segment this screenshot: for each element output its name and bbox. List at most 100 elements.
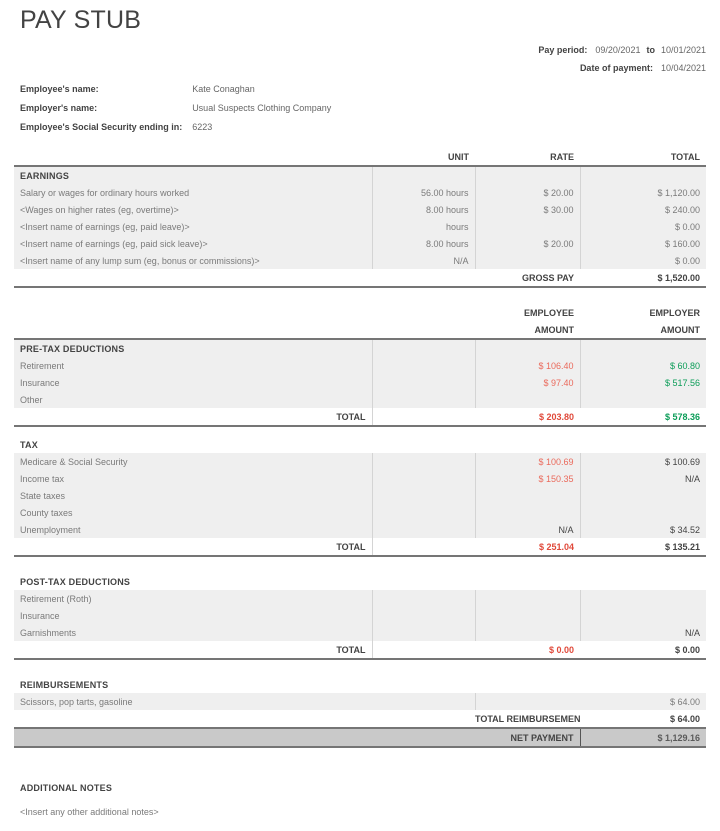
post-tax-total-row: TOTAL $ 0.00 $ 0.00 — [14, 641, 706, 658]
tax-row-employee — [474, 504, 580, 521]
amount-header-spacer-2 — [14, 321, 372, 338]
date-of-payment-value: 10/04/2021 — [660, 63, 706, 73]
pre-tax-row-employer: $ 60.80 — [579, 357, 706, 374]
tax-top-spacer — [14, 427, 706, 436]
tax-row-desc: State taxes — [20, 490, 66, 501]
tax-row-employee — [474, 487, 580, 504]
tax-row-desc: Medicare & Social Security — [20, 456, 128, 467]
pre-tax-row-employee: $ 106.40 — [474, 357, 580, 374]
pre-tax-row-blank — [371, 357, 475, 374]
tax-row-employer: $ 34.52 — [579, 521, 706, 538]
ssn-label: Employee's Social Security ending in: — [20, 122, 183, 132]
earnings-row-desc: Salary or wages for ordinary hours worke… — [20, 187, 190, 198]
page-title: PAY STUB — [20, 6, 142, 34]
net-payment-row: NET PAYMENT $ 1,129.16 — [14, 728, 706, 746]
table-row: County taxes — [14, 504, 706, 521]
post-tax-row-desc: Insurance — [20, 610, 60, 621]
pre-tax-total-label: TOTAL — [336, 411, 366, 422]
total-reimbursement-row: TOTAL REIMBURSEMENT $ 64.00 — [14, 710, 706, 727]
employee-name-value: Kate Conaghan — [192, 84, 255, 94]
gross-pay-row: GROSS PAY $ 1,520.00 — [14, 269, 706, 286]
tax-row-desc: County taxes — [20, 507, 73, 518]
earnings-row-total: $ 0.00 — [579, 252, 706, 269]
pay-period-start-value: 09/20/2021 — [595, 45, 641, 55]
earnings-bottom-rule — [14, 285, 706, 288]
earnings-row-total: $ 0.00 — [579, 218, 706, 235]
net-payment-bottom-rule — [14, 745, 706, 748]
employer-name-row: Employer's name: Usual Suspects Clothing… — [20, 100, 331, 119]
earnings-row-total: $ 1,120.00 — [579, 184, 706, 201]
pre-tax-row-employer: $ 517.56 — [579, 374, 706, 391]
earnings-section-rate-cell — [474, 166, 580, 184]
earnings-row-total: $ 240.00 — [579, 201, 706, 218]
post-tax-row-desc: Garnishments — [20, 627, 77, 638]
gross-pay-value: $ 1,520.00 — [657, 272, 700, 283]
total-reimbursement-label: TOTAL REIMBURSEMENT — [475, 713, 580, 724]
pay-period-to-label: to — [646, 45, 655, 55]
ssn-value: 6223 — [192, 122, 213, 132]
tax-row-blank — [371, 470, 475, 487]
reimbursements-section-title-row: REIMBURSEMENTS — [14, 676, 706, 693]
tax-total-employer: $ 135.21 — [664, 541, 700, 552]
table-row: Income tax $ 150.35 N/A — [14, 470, 706, 487]
table-row: Other — [14, 391, 706, 408]
table-row: Scissors, pop tarts, gasoline $ 64.00 — [14, 693, 706, 710]
date-of-payment-row: Date of payment: 10/04/2021 — [538, 60, 706, 78]
table-row: <Insert name of any lump sum (eg, bonus … — [14, 252, 706, 269]
table-row: <Insert name of earnings (eg, paid leave… — [14, 218, 706, 235]
pre-tax-row-desc: Insurance — [20, 377, 60, 388]
post-tax-row-employer: N/A — [579, 624, 706, 641]
post-tax-title-c2 — [372, 573, 475, 590]
earnings-row-unit: 8.00 hours — [371, 235, 475, 252]
table-row: Insurance $ 97.40 $ 517.56 — [14, 374, 706, 391]
reimbursements-section-title: REIMBURSEMENTS — [20, 679, 109, 690]
earnings-row-total: $ 160.00 — [579, 235, 706, 252]
post-tax-row-blank — [371, 624, 475, 641]
pre-tax-row-employer — [579, 391, 706, 408]
table-row: Retirement $ 106.40 $ 60.80 — [14, 357, 706, 374]
employer-amount-header-line1: EMPLOYER — [649, 307, 700, 318]
pay-period-row: Pay period: 09/20/2021 to 10/01/2021 — [538, 42, 706, 60]
tax-row-employer: N/A — [579, 470, 706, 487]
pay-period-end-value: 10/01/2021 — [660, 45, 706, 55]
gross-pay-spacer — [14, 269, 372, 286]
employee-name-row: Employee's name: Kate Conaghan — [20, 81, 331, 100]
tax-section-title-row: TAX — [14, 436, 706, 453]
earnings-row-desc: <Wages on higher rates (eg, overtime)> — [20, 204, 179, 215]
earnings-row-rate — [474, 218, 580, 235]
employee-name-label: Employee's name: — [20, 84, 99, 94]
post-tax-total-blank — [371, 641, 475, 658]
pre-tax-section-title-row: PRE-TAX DEDUCTIONS — [14, 339, 706, 357]
employer-amount-header-line2: AMOUNT — [660, 324, 701, 335]
net-payment-value: $ 1,129.16 — [579, 728, 706, 746]
earnings-header-total: TOTAL — [670, 151, 700, 162]
pay-period-block: Pay period: 09/20/2021 to 10/01/2021 Dat… — [538, 42, 706, 78]
amount-column-headers-line2: AMOUNT AMOUNT — [14, 321, 706, 338]
pre-tax-title-c3 — [474, 339, 580, 357]
employee-amount-header-line2: AMOUNT — [534, 324, 575, 335]
tax-row-employer — [579, 487, 706, 504]
pre-tax-top-spacer — [14, 288, 706, 304]
amount-header-spacer-1 — [14, 304, 372, 321]
reimbursement-row-desc: Scissors, pop tarts, gasoline — [20, 696, 133, 707]
reimbursement-row-total: $ 64.00 — [669, 696, 700, 707]
pre-tax-total-row: TOTAL $ 203.80 $ 578.36 — [14, 408, 706, 425]
table-row: State taxes — [14, 487, 706, 504]
pre-tax-row-employee — [474, 391, 580, 408]
pre-tax-row-blank — [371, 374, 475, 391]
pre-tax-total-blank — [371, 408, 475, 425]
tax-row-employer — [579, 504, 706, 521]
post-tax-row-blank — [371, 607, 475, 624]
pre-tax-section-title: PRE-TAX DEDUCTIONS — [20, 343, 125, 354]
additional-notes-title: ADDITIONAL NOTES — [20, 783, 113, 793]
pre-tax-title-c4 — [579, 339, 706, 357]
tax-row-desc: Unemployment — [20, 524, 81, 535]
total-reimbursement-blank — [372, 710, 475, 727]
reimbursements-table: REIMBURSEMENTS Scissors, pop tarts, gaso… — [14, 660, 706, 748]
tax-table: TAX Medicare & Social Security $ 100.69 … — [14, 427, 706, 557]
earnings-column-headers: UNIT RATE TOTAL — [14, 148, 706, 165]
earnings-row-desc: <Insert name of earnings (eg, paid leave… — [20, 221, 190, 232]
pre-tax-deductions-table: EMPLOYEE EMPLOYER AMOUNT AMOUNT PRE-TAX … — [14, 288, 706, 427]
earnings-table: UNIT RATE TOTAL EARNINGS Salary or wages… — [14, 148, 706, 288]
